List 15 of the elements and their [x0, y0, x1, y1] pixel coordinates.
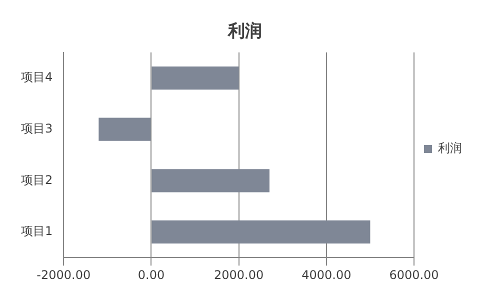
x-tick-label: -2000.00	[36, 268, 91, 282]
chart-title: 利润	[227, 22, 262, 42]
x-tick-label: 6000.00	[389, 268, 439, 282]
legend-label: 利润	[438, 141, 462, 156]
y-tick-label: 项目4	[20, 70, 53, 84]
x-tick-label: 4000.00	[302, 268, 352, 282]
y-tick-label: 项目3	[20, 121, 53, 136]
x-tick-label: 0.00	[138, 268, 165, 282]
bar	[98, 118, 151, 141]
x-tick-label: 2000.00	[214, 268, 264, 282]
y-tick-label: 项目2	[20, 172, 53, 187]
bar	[152, 66, 239, 90]
bar	[152, 169, 270, 192]
y-tick-label: 项目1	[20, 224, 53, 238]
bar	[152, 220, 370, 244]
